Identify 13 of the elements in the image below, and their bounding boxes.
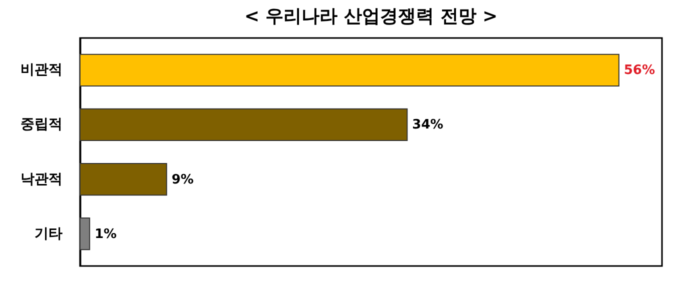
chart-title: < 우리나라 산업경쟁력 전망 > (244, 6, 498, 27)
bar (80, 108, 408, 142)
bar (80, 162, 168, 196)
data-label: 34% (412, 118, 444, 133)
data-label: 1% (94, 226, 117, 242)
bar (80, 218, 90, 250)
y-tick-label: 비관적 (20, 62, 62, 78)
data-label: 56% (624, 63, 656, 78)
data-label: 9% (172, 172, 194, 188)
y-tick-label: 낙관적 (20, 171, 62, 188)
y-tick-label: 기타 (34, 226, 62, 242)
y-tick-label: 중립적 (20, 116, 62, 133)
bar (80, 54, 620, 86)
